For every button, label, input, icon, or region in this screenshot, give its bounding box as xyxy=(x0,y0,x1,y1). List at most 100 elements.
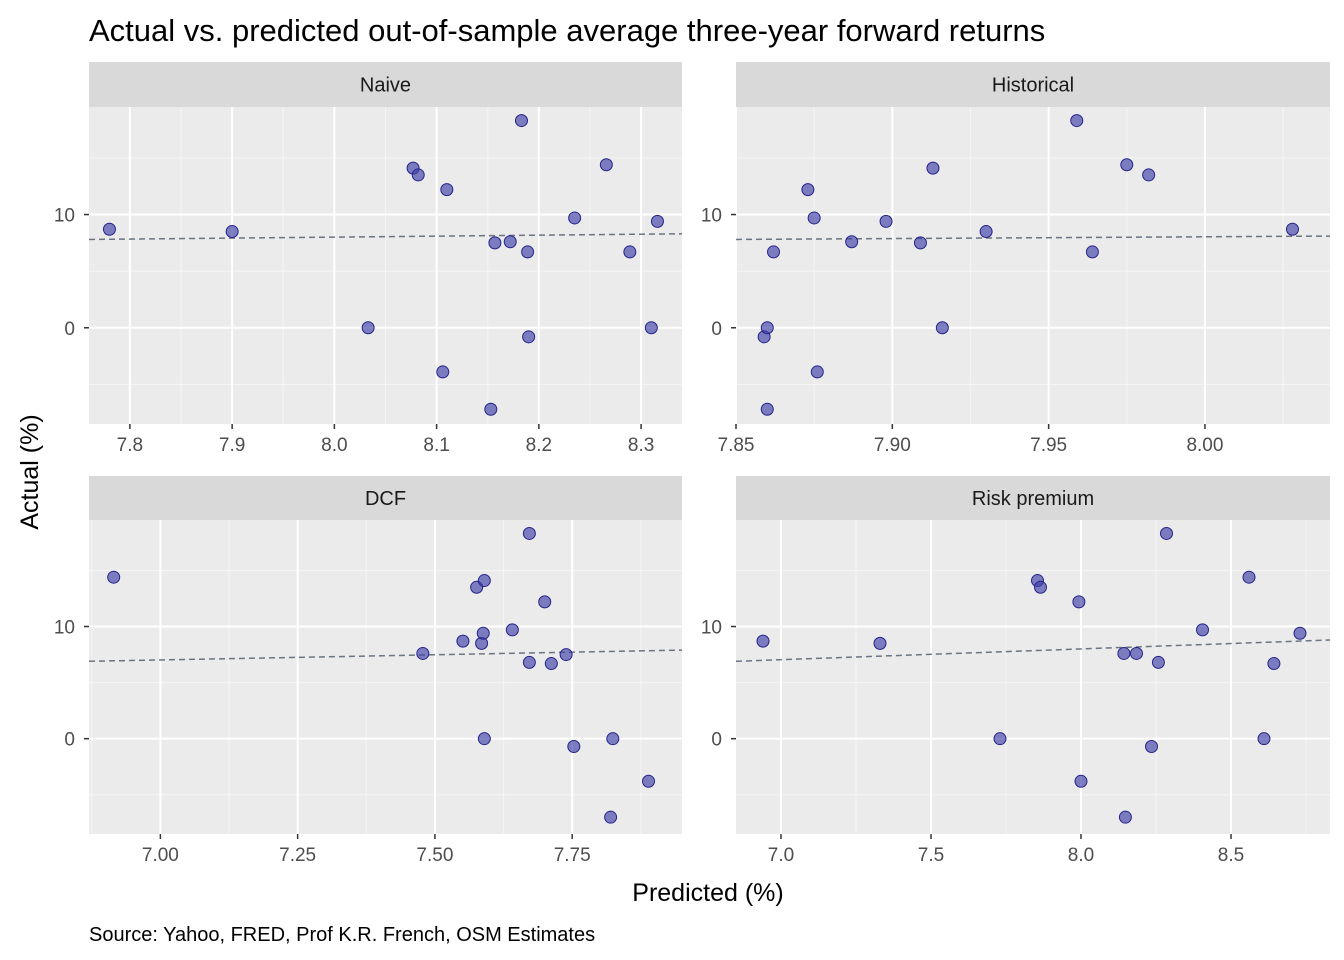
data-point xyxy=(604,810,618,824)
data-point xyxy=(650,214,664,228)
x-tick-label: 7.0 xyxy=(768,845,794,866)
panel-historical: Historical 7.85 7.90 7.95 8.00 0 10 xyxy=(701,62,1331,456)
panel-naive: Naive 7.8 7.9 8.0 8.1 8.2 8.3 0 10 xyxy=(54,62,683,456)
panel-strip-label: Naive xyxy=(360,75,411,97)
data-point xyxy=(1074,774,1088,788)
y-tick-label: 10 xyxy=(701,618,722,639)
y-tick-label: 10 xyxy=(701,206,722,227)
data-point xyxy=(1196,623,1209,637)
data-point xyxy=(599,158,613,172)
data-point xyxy=(1145,740,1158,754)
x-tick-label: 7.85 xyxy=(718,435,755,456)
data-point xyxy=(538,595,552,609)
data-point xyxy=(623,245,637,259)
data-point xyxy=(606,732,620,746)
data-point xyxy=(225,225,239,239)
data-point xyxy=(1117,646,1131,660)
data-point xyxy=(873,636,887,650)
data-point xyxy=(1242,570,1256,584)
data-point xyxy=(1142,168,1156,182)
data-point xyxy=(1034,580,1047,594)
data-point xyxy=(559,648,573,662)
y-tick-label: 0 xyxy=(711,730,722,751)
y-axis-title: Actual (%) xyxy=(16,414,44,529)
data-point xyxy=(1118,810,1132,824)
data-point xyxy=(416,646,430,660)
data-point xyxy=(760,321,774,335)
y-tick-label: 0 xyxy=(711,319,722,340)
trend-line xyxy=(735,235,1331,241)
trend-line xyxy=(735,639,1331,663)
data-point xyxy=(642,774,656,788)
data-point xyxy=(1130,646,1143,660)
y-tick-label: 0 xyxy=(64,730,75,751)
data-point xyxy=(522,526,536,540)
data-point xyxy=(436,365,450,379)
data-point xyxy=(503,235,517,249)
trend-line xyxy=(88,233,683,241)
data-point xyxy=(1267,657,1281,671)
data-point xyxy=(993,732,1007,746)
panel-strip-label: DCF xyxy=(365,488,406,510)
data-point xyxy=(979,225,993,239)
data-point xyxy=(845,235,859,249)
data-point xyxy=(488,236,502,250)
data-point xyxy=(107,570,121,584)
x-tick-label: 7.9 xyxy=(219,435,245,456)
chart-title: Actual vs. predicted out-of-sample avera… xyxy=(89,13,1045,48)
data-point xyxy=(1070,114,1084,128)
data-point xyxy=(102,222,116,236)
x-tick-label: 7.25 xyxy=(279,845,316,866)
x-tick-label: 8.5 xyxy=(1218,845,1244,866)
x-tick-label: 8.00 xyxy=(1186,435,1223,456)
x-tick-label: 7.00 xyxy=(142,845,179,866)
data-point xyxy=(477,732,491,746)
trend-line xyxy=(88,649,683,663)
panel-strip xyxy=(89,62,682,107)
x-tick-label: 7.5 xyxy=(918,845,944,866)
data-point xyxy=(1085,245,1099,259)
data-point xyxy=(568,211,582,225)
data-point xyxy=(505,623,519,637)
data-point xyxy=(477,574,491,588)
data-point xyxy=(484,402,498,416)
data-point xyxy=(1160,526,1173,540)
x-tick-label: 8.2 xyxy=(526,435,552,456)
data-point xyxy=(476,626,490,640)
x-tick-label: 7.95 xyxy=(1030,435,1067,456)
panel-strip-label: Risk premium xyxy=(972,488,1094,510)
data-point xyxy=(456,634,470,648)
data-point xyxy=(521,245,535,259)
y-tick-label: 10 xyxy=(54,206,75,227)
data-point xyxy=(913,236,927,250)
x-tick-label: 7.8 xyxy=(117,435,143,456)
data-point xyxy=(514,114,528,128)
panel-risk-premium: Risk premium 7.0 7.5 8.0 8.5 0 10 xyxy=(701,476,1331,866)
data-point xyxy=(926,161,940,175)
panels: Naive 7.8 7.9 8.0 8.1 8.2 8.3 0 10 Historical 7.85… xyxy=(54,62,1331,866)
data-point xyxy=(1257,732,1271,746)
data-point xyxy=(760,402,774,416)
data-point xyxy=(879,214,893,228)
data-point xyxy=(1120,158,1134,172)
data-point xyxy=(522,330,536,344)
data-point xyxy=(544,657,558,671)
panel-background xyxy=(736,107,1330,424)
y-tick-label: 10 xyxy=(54,618,75,639)
panel-strip xyxy=(89,476,682,520)
caption: Source: Yahoo, FRED, Prof K.R. French, O… xyxy=(89,924,595,946)
y-tick-label: 0 xyxy=(64,319,75,340)
data-point xyxy=(1072,595,1086,609)
data-point xyxy=(1285,222,1299,236)
data-point xyxy=(935,321,949,335)
x-tick-label: 8.0 xyxy=(1068,845,1094,866)
x-tick-label: 8.3 xyxy=(628,435,654,456)
data-point xyxy=(440,183,454,197)
data-point xyxy=(1293,626,1307,640)
panel-strip-label: Historical xyxy=(992,75,1074,97)
panel-dcf: DCF 7.00 7.25 7.50 7.75 0 10 xyxy=(54,476,683,866)
panel-strip xyxy=(736,62,1330,107)
data-point xyxy=(411,168,425,182)
data-point xyxy=(767,245,781,259)
